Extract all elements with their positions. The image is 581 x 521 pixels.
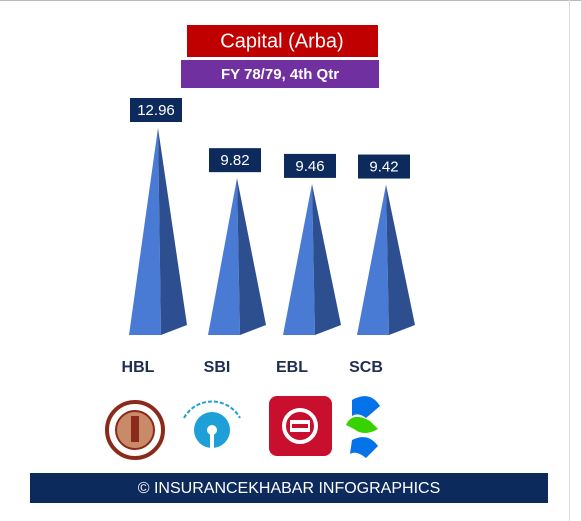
value-label-box [284,153,336,178]
value-label-box [130,98,182,122]
title-box [187,25,378,57]
sbi-logo [183,400,241,448]
footer: © INSURANCEKHABAR INFOGRAPHICS [138,480,441,497]
value-label-box [209,148,261,173]
value-label: 9.46 [295,158,324,175]
value-label: 9.42 [369,159,398,176]
hbl-logo [105,400,165,460]
value-label: 12.96 [137,102,175,119]
subtitle-box [181,60,379,88]
pyramid [208,178,266,335]
chart-title: Capital (Arba) [220,30,343,52]
pyramid [357,184,415,335]
ebl-logo [269,396,332,456]
footer-box [30,473,548,503]
value-label: 9.82 [220,152,249,169]
scb-logo [346,396,380,458]
x-tick-label: SCB [349,359,383,376]
value-label-box [358,154,410,179]
pyramid [283,183,341,335]
chart-subtitle: FY 78/79, 4th Qtr [221,66,339,83]
x-tick-label: SBI [204,359,231,376]
pyramid [129,128,187,335]
x-tick-label: HBL [122,359,155,376]
x-tick-label: EBL [276,359,308,376]
